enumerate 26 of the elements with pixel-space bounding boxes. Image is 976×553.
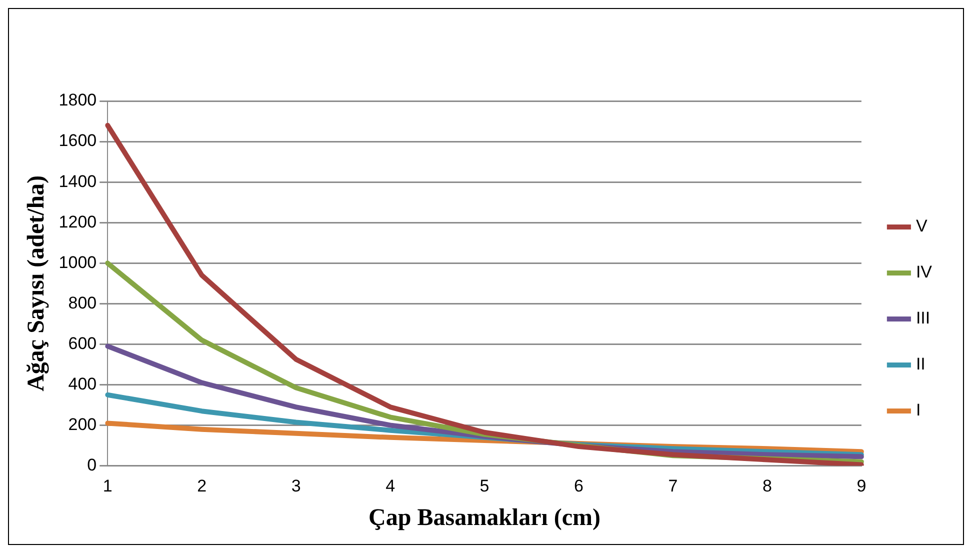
y-tick-label: 1800: [58, 90, 97, 110]
y-tick-label: 1600: [58, 131, 97, 150]
y-tick-label: 800: [68, 293, 97, 312]
legend-label: V: [916, 216, 928, 236]
x-tick-label: 7: [668, 476, 678, 496]
x-tick-label: 5: [480, 476, 490, 496]
x-tick-label: 3: [291, 476, 301, 496]
x-tick-label: 6: [574, 476, 584, 496]
x-tick-label: 2: [197, 476, 207, 496]
legend-label: I: [916, 400, 921, 420]
legend-label: IV: [916, 262, 933, 282]
x-tick-label: 8: [762, 476, 772, 496]
y-axis-title: Ağaç Sayısı (adet/ha): [24, 175, 50, 392]
y-tick-label: 1000: [58, 252, 97, 272]
legend-label: II: [916, 354, 926, 374]
y-tick-label: 400: [68, 374, 97, 394]
y-tick-label: 0: [87, 455, 97, 474]
legend-label: III: [916, 308, 930, 328]
x-tick-label: 1: [102, 476, 112, 496]
x-axis-title: Çap Basamakları (cm): [368, 504, 601, 531]
x-tick-label: 9: [856, 476, 866, 496]
y-tick-label: 600: [68, 334, 97, 353]
y-tick-label: 200: [68, 414, 97, 434]
y-tick-label: 1200: [58, 212, 97, 232]
x-tick-label: 4: [386, 476, 396, 496]
y-tick-label: 1400: [58, 172, 97, 191]
